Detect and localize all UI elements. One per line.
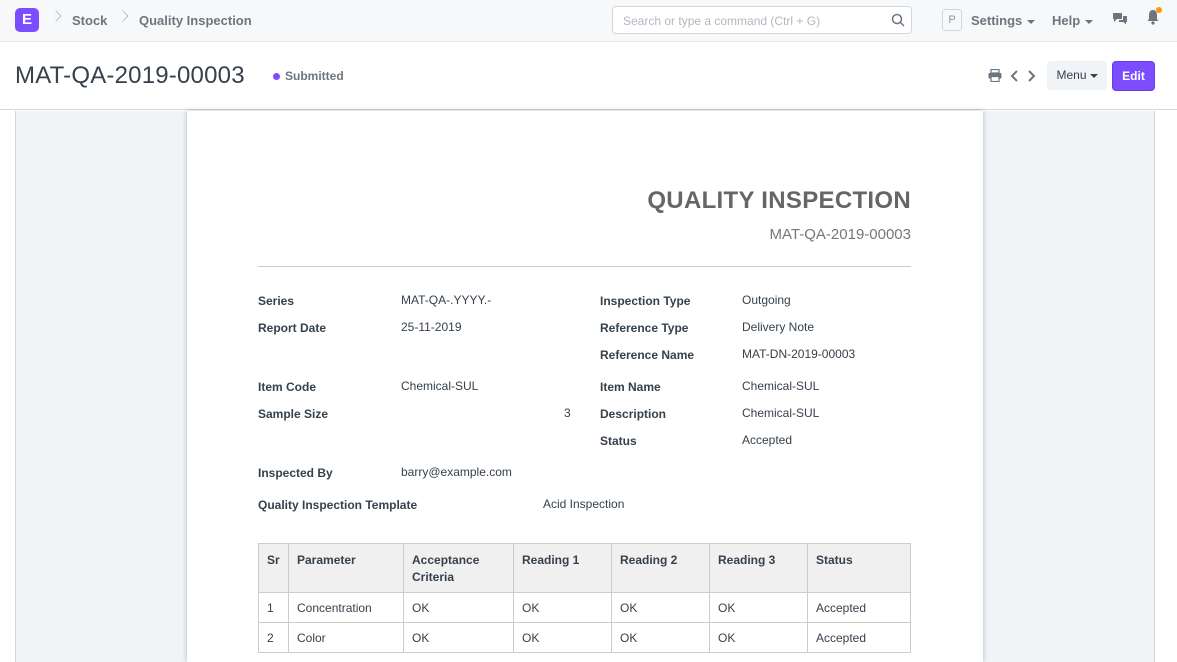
inspection-type-value: Outgoing — [742, 293, 791, 307]
table-cell: OK — [611, 592, 710, 623]
table-cell: OK — [709, 622, 808, 653]
app-logo[interactable]: E — [15, 8, 39, 32]
inspected-by-label: Inspected By — [258, 466, 333, 480]
breadcrumb-quality-inspection[interactable]: Quality Inspection — [139, 13, 252, 28]
column-header: Status — [807, 543, 911, 593]
table-cell: OK — [513, 592, 612, 623]
menu-button[interactable]: Menu — [1047, 61, 1107, 90]
table-cell: OK — [709, 592, 808, 623]
report-date-value: 25-11-2019 — [401, 320, 462, 334]
top-navbar: E Stock Quality Inspection Search or typ… — [0, 0, 1177, 42]
print-icon[interactable] — [988, 69, 1002, 82]
template-label: Quality Inspection Template — [258, 498, 418, 512]
description-label: Description — [600, 407, 667, 421]
description-value: Chemical-SUL — [742, 406, 820, 420]
divider — [258, 266, 911, 267]
settings-dropdown[interactable]: Settings — [971, 13, 1036, 28]
column-header: Parameter — [288, 543, 404, 593]
print-sheet: QUALITY INSPECTION MAT-QA-2019-00003 Ser… — [187, 111, 983, 662]
item-code-value: Chemical-SUL — [401, 379, 479, 393]
reference-type-value: Delivery Note — [742, 320, 815, 334]
search-icon — [891, 13, 905, 27]
table-header-row: Sr Parameter Acceptance Criteria Reading… — [258, 543, 911, 593]
inspection-type-label: Inspection Type — [600, 294, 691, 308]
chevron-right-icon — [50, 10, 62, 22]
series-value: MAT-QA-.YYYY.- — [401, 293, 492, 307]
search-placeholder: Search or type a command (Ctrl + G) — [623, 14, 821, 28]
template-value: Acid Inspection — [543, 497, 625, 511]
avatar[interactable]: P — [942, 9, 962, 31]
reference-name-label: Reference Name — [600, 348, 695, 362]
chevron-right-icon[interactable] — [1026, 69, 1036, 83]
item-code-label: Item Code — [258, 380, 317, 394]
table-cell: Accepted — [807, 622, 911, 653]
column-header: Acceptance Criteria — [403, 543, 514, 593]
bell-icon[interactable] — [1146, 9, 1160, 25]
chat-icon[interactable] — [1112, 12, 1128, 26]
table-cell: Color — [288, 622, 404, 653]
table-cell: OK — [403, 592, 514, 623]
series-label: Series — [258, 294, 295, 308]
document-heading: QUALITY INSPECTION — [647, 187, 911, 214]
item-name-value: Chemical-SUL — [742, 379, 820, 393]
column-header: Sr — [258, 543, 289, 593]
sample-size-label: Sample Size — [258, 407, 329, 421]
table-row: 2 Color OK OK OK OK Accepted — [258, 622, 911, 653]
table-cell: OK — [513, 622, 612, 653]
column-header: Reading 2 — [611, 543, 710, 593]
settings-label: Settings — [971, 13, 1023, 28]
inspected-by-value: barry@example.com — [401, 465, 512, 479]
menu-label: Menu — [1056, 68, 1087, 82]
help-label: Help — [1052, 13, 1081, 28]
edit-button[interactable]: Edit — [1112, 61, 1155, 91]
status-indicator-dot — [273, 73, 280, 80]
caret-down-icon — [1085, 19, 1094, 24]
table-cell: 1 — [258, 592, 289, 623]
column-header: Reading 3 — [709, 543, 808, 593]
page-head: MAT-QA-2019-00003 Submitted Menu Edit — [0, 42, 1177, 110]
caret-down-icon — [1027, 19, 1036, 24]
help-dropdown[interactable]: Help — [1052, 13, 1094, 28]
readings-table: Sr Parameter Acceptance Criteria Reading… — [258, 543, 911, 653]
search-input[interactable]: Search or type a command (Ctrl + G) — [612, 6, 912, 34]
table-cell: 2 — [258, 622, 289, 653]
table-cell: Concentration — [288, 592, 404, 623]
breadcrumb-stock[interactable]: Stock — [72, 13, 108, 28]
status-badge: Submitted — [285, 69, 344, 83]
reference-type-label: Reference Type — [600, 321, 689, 335]
item-name-label: Item Name — [600, 380, 661, 394]
reference-name-value: MAT-DN-2019-00003 — [742, 347, 856, 361]
table-row: 1 Concentration OK OK OK OK Accepted — [258, 592, 911, 623]
status-value: Accepted — [742, 433, 793, 447]
chevron-left-icon[interactable] — [1010, 69, 1020, 83]
table-cell: OK — [611, 622, 710, 653]
document-number: MAT-QA-2019-00003 — [769, 226, 911, 243]
page-title: MAT-QA-2019-00003 — [15, 62, 245, 89]
column-header: Reading 1 — [513, 543, 612, 593]
table-cell: Accepted — [807, 592, 911, 623]
notification-dot — [1156, 7, 1162, 13]
report-date-label: Report Date — [258, 321, 327, 335]
sample-size-value: 3 — [564, 406, 571, 420]
caret-down-icon — [1089, 73, 1098, 78]
chevron-right-icon — [117, 10, 129, 22]
status-label: Status — [600, 434, 637, 448]
table-cell: OK — [403, 622, 514, 653]
